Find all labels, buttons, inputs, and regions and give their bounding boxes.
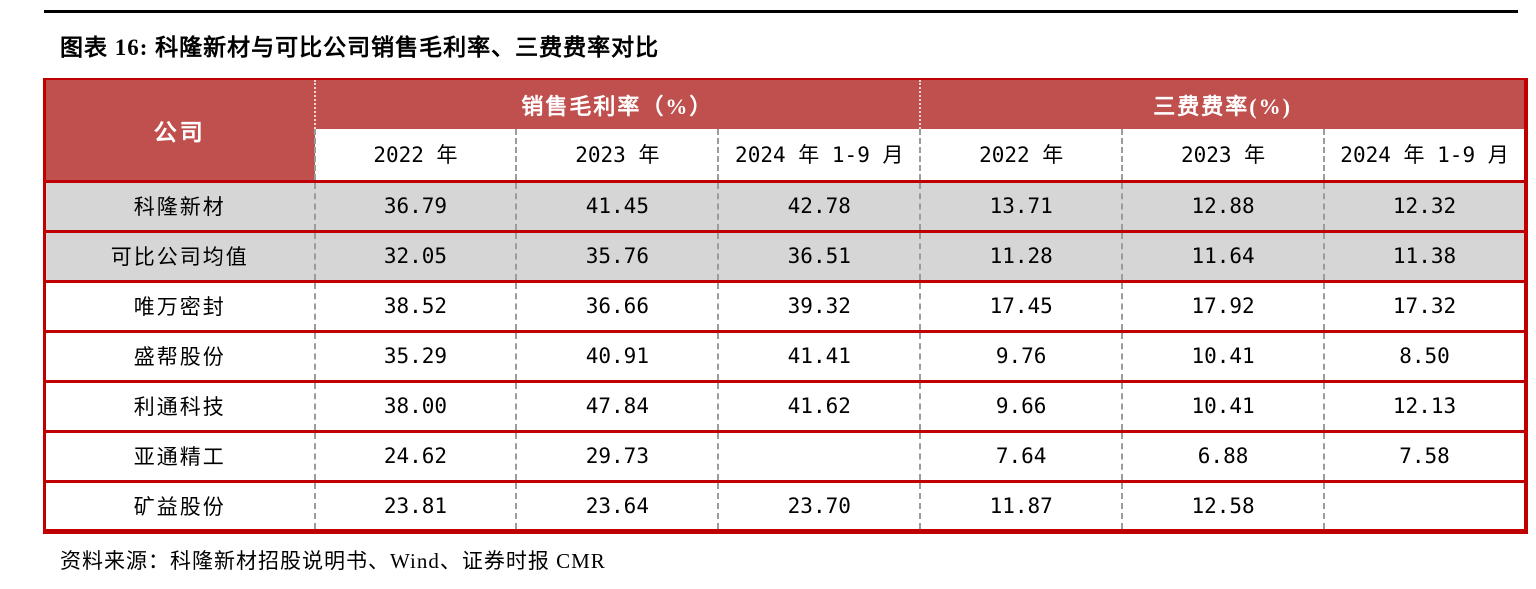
value-cell: 35.29 (313, 329, 517, 381)
year-header: 2022 年 (313, 129, 517, 181)
value-cell: 39.32 (717, 279, 921, 331)
value-cell: 12.32 (1323, 179, 1526, 231)
value-cell: 40.91 (515, 329, 719, 381)
year-header: 2024 年 1-9 月 (1323, 129, 1526, 181)
company-column-header: 公司 (44, 79, 315, 181)
value-cell: 11.38 (1323, 229, 1526, 281)
value-cell (717, 429, 921, 481)
value-cell: 17.92 (1121, 279, 1325, 331)
value-cell: 36.79 (313, 179, 517, 231)
value-cell: 42.78 (717, 179, 921, 231)
table-row-shengbang: 盛帮股份 35.29 40.91 41.41 9.76 10.41 8.50 (44, 329, 1526, 381)
value-cell: 36.66 (515, 279, 719, 331)
value-cell: 41.62 (717, 379, 921, 431)
value-cell: 10.41 (1121, 329, 1325, 381)
value-cell: 11.87 (919, 479, 1123, 531)
company-name: 利通科技 (44, 379, 315, 431)
value-cell: 9.76 (919, 329, 1123, 381)
value-cell: 38.00 (313, 379, 517, 431)
company-name: 可比公司均值 (44, 229, 315, 281)
year-header: 2023 年 (515, 129, 719, 181)
value-cell: 41.41 (717, 329, 921, 381)
value-cell: 11.64 (1121, 229, 1325, 281)
value-cell: 8.50 (1323, 329, 1526, 381)
table-row-kelong: 科隆新材 36.79 41.45 42.78 13.71 12.88 12.32 (44, 179, 1526, 231)
table-row-kuangyi: 矿益股份 23.81 23.64 23.70 11.87 12.58 (44, 479, 1526, 531)
value-cell: 7.64 (919, 429, 1123, 481)
value-cell: 12.88 (1121, 179, 1325, 231)
company-name: 唯万密封 (44, 279, 315, 331)
table-row-litong: 利通科技 38.00 47.84 41.62 9.66 10.41 12.13 (44, 379, 1526, 431)
value-cell: 41.45 (515, 179, 719, 231)
value-cell (1323, 479, 1526, 531)
value-cell: 17.32 (1323, 279, 1526, 331)
year-header-row: 2022 年 2023 年 2024 年 1-9 月 2022 年 2023 年… (45, 129, 1526, 181)
value-cell: 23.70 (717, 479, 921, 531)
figure-title: 图表 16: 科隆新材与可比公司销售毛利率、三费费率对比 (60, 35, 660, 60)
value-cell: 12.13 (1323, 379, 1526, 431)
gross-margin-group-header: 销售毛利率（%） (313, 79, 921, 129)
top-divider-rule (44, 10, 1518, 13)
company-name: 矿益股份 (44, 479, 315, 531)
value-cell: 23.81 (313, 479, 517, 531)
value-cell: 38.52 (313, 279, 517, 331)
table-row-average: 可比公司均值 32.05 35.76 36.51 11.28 11.64 11.… (44, 229, 1526, 281)
table-row-weiwan: 唯万密封 38.52 36.66 39.32 17.45 17.92 17.32 (44, 279, 1526, 331)
value-cell: 32.05 (313, 229, 517, 281)
value-cell: 23.64 (515, 479, 719, 531)
company-name: 亚通精工 (44, 429, 315, 481)
value-cell: 9.66 (919, 379, 1123, 431)
value-cell: 17.45 (919, 279, 1123, 331)
group-header-row: 公司 销售毛利率（%） 三费费率(%) (44, 79, 1526, 181)
comparison-table: 公司 销售毛利率（%） 三费费率(%) 2022 年 2023 年 2024 年… (43, 78, 1528, 534)
company-name: 科隆新材 (44, 179, 315, 231)
value-cell: 6.88 (1121, 429, 1325, 481)
value-cell: 29.73 (515, 429, 719, 481)
company-name: 盛帮股份 (44, 329, 315, 381)
year-header: 2023 年 (1121, 129, 1325, 181)
value-cell: 11.28 (919, 229, 1123, 281)
year-header: 2022 年 (919, 129, 1123, 181)
value-cell: 36.51 (717, 229, 921, 281)
value-cell: 10.41 (1121, 379, 1325, 431)
value-cell: 24.62 (313, 429, 517, 481)
year-header: 2024 年 1-9 月 (717, 129, 921, 181)
value-cell: 13.71 (919, 179, 1123, 231)
value-cell: 35.76 (515, 229, 719, 281)
value-cell: 7.58 (1323, 429, 1526, 481)
data-source: 资料来源：科隆新材招股说明书、Wind、证券时报 CMR (60, 549, 606, 573)
table-row-yatong: 亚通精工 24.62 29.73 7.64 6.88 7.58 (44, 429, 1526, 481)
value-cell: 47.84 (515, 379, 719, 431)
three-fee-group-header: 三费费率(%) (919, 79, 1526, 129)
value-cell: 12.58 (1121, 479, 1325, 531)
